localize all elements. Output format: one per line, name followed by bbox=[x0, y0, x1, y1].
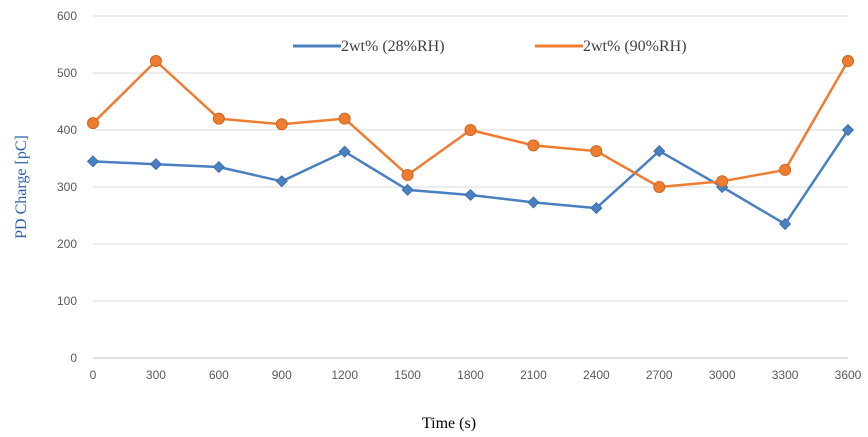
legend-label: 2wt% (28%RH) bbox=[341, 38, 445, 55]
legend-label: 2wt% (90%RH) bbox=[583, 38, 687, 55]
data-point-diamond bbox=[464, 188, 477, 202]
x-tick-label: 1200 bbox=[331, 368, 358, 382]
data-point-circle bbox=[464, 124, 477, 136]
x-tick-label: 1800 bbox=[457, 368, 484, 382]
y-tick-label: 0 bbox=[70, 351, 77, 365]
x-tick-label: 0 bbox=[90, 368, 97, 382]
legend: 2wt% (28%RH) 2wt% (90%RH) bbox=[293, 38, 687, 55]
x-tick-label: 1500 bbox=[394, 368, 421, 382]
y-tick-labels: 0 100 200 300 400 500 600 bbox=[57, 9, 77, 365]
data-point-circle bbox=[338, 112, 351, 125]
x-tick-label: 2100 bbox=[520, 368, 547, 382]
data-point-circle bbox=[653, 181, 666, 193]
x-tick-label: 2700 bbox=[646, 368, 673, 382]
data-point-diamond bbox=[401, 183, 414, 196]
y-tick-label: 100 bbox=[57, 294, 77, 308]
data-point-circle bbox=[401, 169, 414, 182]
x-tick-label: 600 bbox=[209, 368, 229, 382]
x-tick-label: 3300 bbox=[772, 368, 799, 382]
x-axis-title: Time (s) bbox=[422, 415, 476, 432]
series-1 bbox=[86, 123, 855, 231]
series-2 bbox=[87, 55, 854, 193]
x-tick-label: 300 bbox=[146, 368, 166, 382]
data-point-circle bbox=[87, 117, 99, 130]
data-point-circle bbox=[149, 55, 162, 68]
y-axis-title: PD Charge [pC] bbox=[13, 135, 30, 239]
y-tick-label: 300 bbox=[57, 180, 77, 194]
x-tick-labels: 0 300 600 900 1200 1500 1800 2100 2400 2700 3000 33… bbox=[90, 368, 862, 382]
data-point-circle bbox=[212, 112, 225, 125]
data-point-diamond bbox=[86, 155, 100, 168]
data-point-diamond bbox=[527, 196, 540, 209]
y-tick-label: 400 bbox=[57, 123, 77, 137]
data-point-circle bbox=[590, 145, 603, 158]
series-line bbox=[92, 129, 850, 226]
data-point-circle bbox=[842, 55, 854, 68]
data-point-diamond bbox=[779, 217, 792, 231]
x-tick-label: 2400 bbox=[583, 368, 610, 382]
y-tick-label: 200 bbox=[57, 237, 77, 251]
data-point-circle bbox=[275, 118, 288, 131]
x-tick-label: 900 bbox=[272, 368, 292, 382]
data-point-diamond bbox=[841, 123, 855, 137]
gridlines bbox=[93, 15, 848, 359]
data-point-diamond bbox=[590, 202, 603, 215]
data-point-diamond bbox=[212, 160, 225, 174]
data-point-diamond bbox=[653, 145, 666, 158]
x-tick-label: 3000 bbox=[709, 368, 736, 382]
series-group bbox=[86, 55, 855, 231]
data-point-diamond bbox=[275, 175, 288, 188]
data-point-circle bbox=[716, 175, 729, 188]
y-tick-label: 600 bbox=[57, 9, 77, 23]
x-tick-label: 3600 bbox=[835, 368, 862, 382]
y-tick-label: 500 bbox=[57, 66, 77, 80]
data-point-diamond bbox=[338, 145, 351, 158]
data-point-circle bbox=[527, 139, 540, 152]
data-point-diamond bbox=[149, 158, 162, 171]
data-point-circle bbox=[779, 163, 792, 176]
